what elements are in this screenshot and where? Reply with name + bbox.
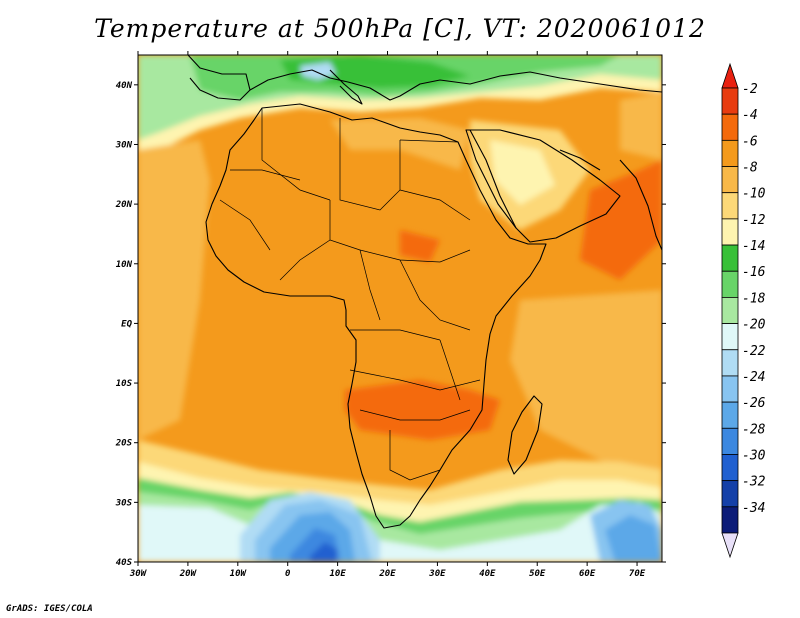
colorbar-swatch [721,375,739,403]
country-borders [219,108,481,481]
colorbar-swatch [721,323,739,351]
colorbar-label: -10 [742,187,766,202]
colorbar-top-cap [721,62,739,89]
colorbar-swatch [721,454,739,482]
colorbar: -2 -4 -6 -8 -10 -12 -14 -16 -18 -20 -22 -24 -26 -28 -3… [721,62,766,559]
colorbar-swatch [721,349,739,377]
lat-tick-label: EQ [121,319,132,329]
lat-tick-label: 10S [116,379,133,389]
colorbar-swatch [721,87,739,115]
colorbar-label: -30 [742,448,766,463]
colorbar-swatch [721,113,739,141]
colorbar-label: -6 [742,134,758,149]
colorbar-label: -18 [742,291,766,306]
chart-title: Temperature at 500hPa [C], VT: 202006101… [94,14,706,43]
lon-tick-label: 50E [529,569,546,579]
colorbar-label: -20 [742,318,766,333]
lat-tick-label: 20S [115,439,133,449]
lon-tick-label: 30E [428,569,446,579]
lon-tick-label: 0 [285,569,291,579]
colorbar-label: -14 [742,239,765,254]
colorbar-swatch [721,244,739,272]
lat-tick-label: 20N [115,200,133,210]
lat-tick-label: 30S [115,498,133,508]
lon-tick-label: 10E [329,569,346,579]
colorbar-swatch [721,218,739,246]
temperature-field [138,55,662,562]
colorbar-label: -24 [742,370,765,385]
colorbar-label: -4 [742,108,758,123]
colorbar-swatch [721,480,739,508]
colorbar-swatch [721,192,739,220]
colorbar-swatch [721,166,739,194]
colorbar-label: -26 [742,396,766,411]
colorbar-label: -28 [742,422,766,437]
lon-tick-label: 40E [479,569,496,579]
colorbar-label: -8 [742,161,758,176]
lat-tick-label: 40N [116,81,133,91]
lat-tick-label: 40S [116,558,133,568]
grads-credit: GrADS: IGES/COLA [6,604,93,614]
colorbar-swatch [721,297,739,324]
colorbar-label: -32 [742,475,766,490]
colorbar-swatch [721,427,739,455]
colorbar-swatch [721,270,739,298]
colorbar-label: -2 [742,82,758,97]
lon-tick-label: 10W [230,569,248,579]
lon-tick-label: 60E [579,569,596,579]
colorbar-bottom-cap [721,532,739,559]
colorbar-label: -22 [742,344,766,359]
lat-tick-label: 10N [116,260,133,270]
colorbar-swatch [721,401,739,429]
colorbar-label: -34 [742,501,765,516]
lon-tick-label: 20E [378,569,396,579]
lon-tick-label: 70E [629,569,646,579]
colorbar-swatch [721,506,739,534]
lat-tick-label: 30N [115,140,133,150]
lon-tick-label: 20W [179,569,198,579]
map-frame [137,54,663,563]
lon-tick-label: 30W [129,569,148,579]
colorbar-label: -16 [742,265,766,280]
colorbar-label: -12 [742,213,766,228]
colorbar-swatch [721,139,739,167]
coastline [187,55,662,529]
